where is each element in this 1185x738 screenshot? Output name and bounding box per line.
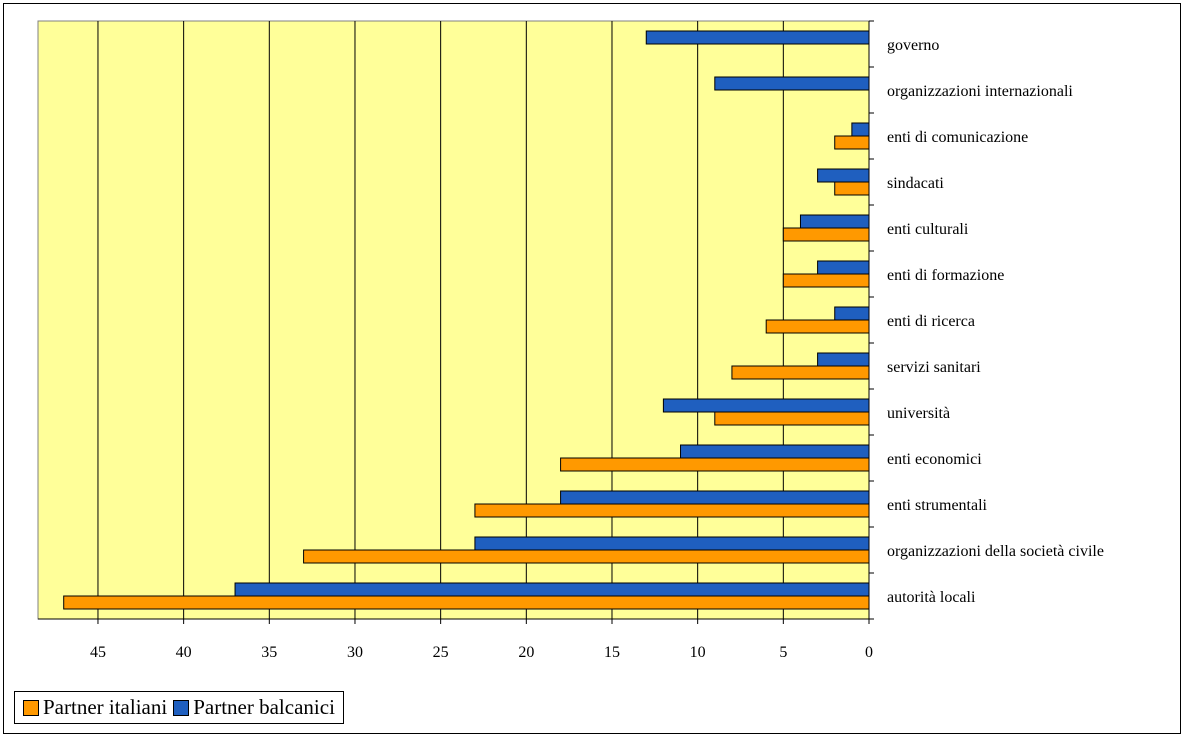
category-label: enti culturali <box>887 221 969 238</box>
category-label: enti strumentali <box>887 497 988 514</box>
category-label: università <box>887 405 950 422</box>
category-label: organizzazioni della società civile <box>887 543 1104 560</box>
x-tick-label: 0 <box>865 644 873 661</box>
bar-balcanici <box>680 444 870 459</box>
bar-balcanici <box>834 306 870 321</box>
chart-frame: 45 40 35 30 25 20 15 10 5 0 governo organizzazioni … <box>3 3 1181 734</box>
legend-entry-balcanici: Partner balcanici <box>173 695 335 720</box>
x-tick-label: 20 <box>518 644 534 661</box>
bar-italiani <box>834 135 870 150</box>
legend-label-italiani: Partner italiani <box>43 695 168 719</box>
bar-italiani <box>63 595 870 610</box>
bar-balcanici <box>645 30 870 45</box>
x-tick-label: 30 <box>347 644 363 661</box>
bar-italiani <box>765 319 870 334</box>
category-label: enti economici <box>887 451 982 468</box>
bar-balcanici <box>817 260 870 275</box>
legend-swatch-italiani <box>23 699 39 716</box>
x-tick-label: 5 <box>779 644 787 661</box>
bar-balcanici <box>817 352 870 367</box>
category-label: sindacati <box>887 175 944 192</box>
x-tick-label: 40 <box>176 644 192 661</box>
bar-italiani <box>714 411 870 426</box>
bar-balcanici <box>817 168 870 183</box>
bar-balcanici <box>714 76 870 91</box>
bar-balcanici <box>234 582 870 597</box>
bar-chart: 45 40 35 30 25 20 15 10 5 0 governo organizzazioni … <box>37 20 1104 661</box>
bar-italiani <box>782 273 870 288</box>
bar-italiani <box>560 457 870 472</box>
category-label: autorità locali <box>887 589 976 606</box>
bar-balcanici <box>851 122 870 137</box>
bar-italiani <box>474 503 870 518</box>
bar-balcanici <box>662 398 870 413</box>
legend-label-balcanici: Partner balcanici <box>193 695 335 719</box>
bar-italiani <box>731 365 870 380</box>
x-tick-label: 45 <box>90 644 106 661</box>
x-tick-label: 10 <box>690 644 706 661</box>
legend: Partner italiani Partner balcanici <box>14 691 344 724</box>
legend-entry-italiani: Partner italiani <box>23 695 167 720</box>
category-label: enti di formazione <box>887 267 1004 284</box>
bar-italiani <box>834 181 870 196</box>
legend-swatch-balcanici <box>173 699 190 716</box>
category-label: governo <box>887 37 939 54</box>
bar-balcanici <box>560 490 870 505</box>
x-tick-label: 25 <box>433 644 449 661</box>
x-tick-label: 35 <box>261 644 277 661</box>
bar-italiani <box>303 549 870 564</box>
bar-balcanici <box>799 214 870 229</box>
category-label: enti di ricerca <box>887 313 975 330</box>
category-label: servizi sanitari <box>887 359 981 376</box>
bar-italiani <box>782 227 870 242</box>
category-label: enti di comunicazione <box>887 129 1028 146</box>
plot-area <box>37 20 870 620</box>
x-tick-label: 15 <box>604 644 620 661</box>
bar-balcanici <box>474 536 870 551</box>
category-label: organizzazioni internazionali <box>887 83 1073 100</box>
